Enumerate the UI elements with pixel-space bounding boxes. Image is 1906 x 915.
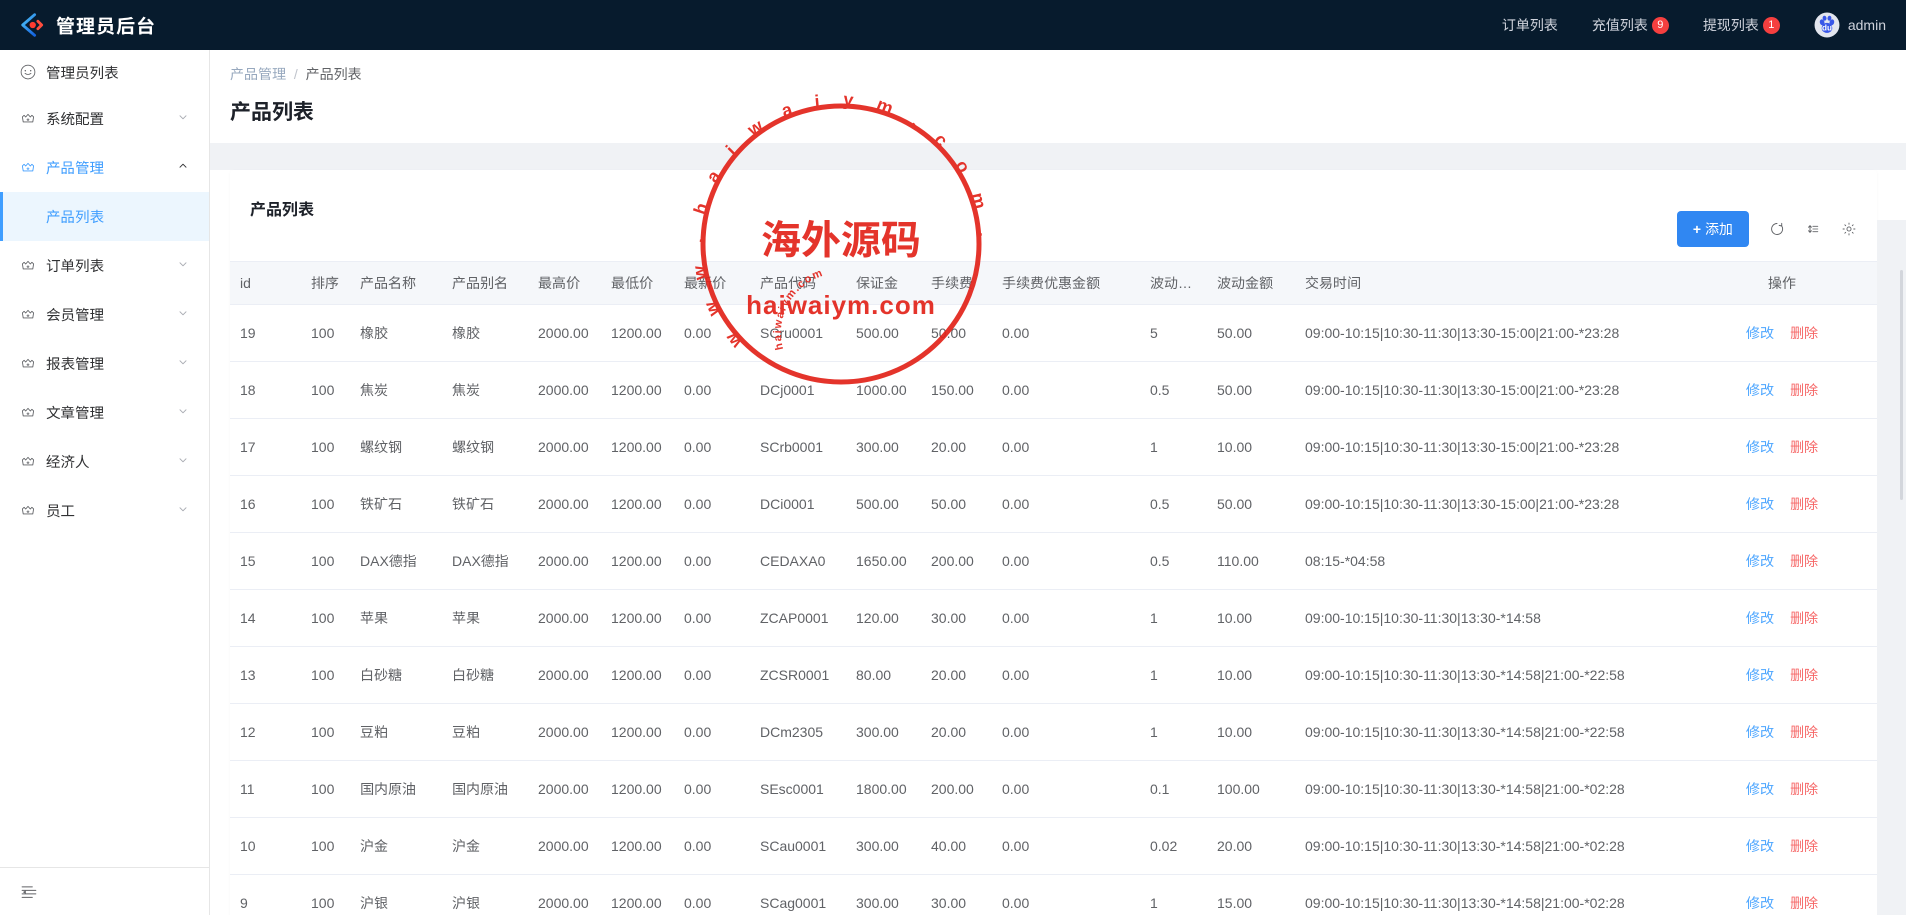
svg-text:du: du (1822, 23, 1832, 32)
